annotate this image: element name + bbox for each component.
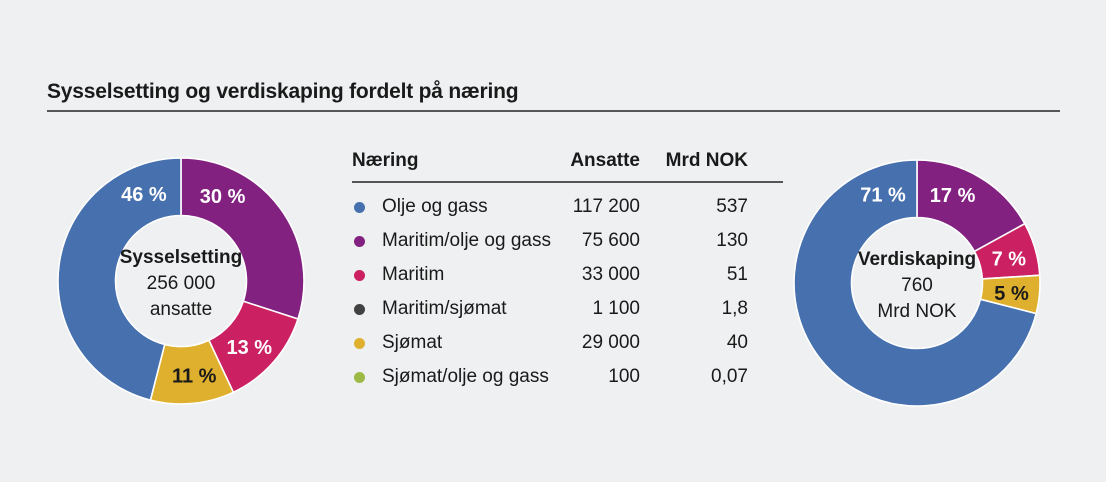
table-header-row: Næring Ansatte Mrd NOK (352, 150, 783, 181)
donut-slice-blue (793, 159, 1038, 407)
naering-table: Næring Ansatte Mrd NOK Olje og gass 117 2… (352, 150, 783, 394)
series-color-dot (354, 337, 365, 349)
mrd-nok-cell: 40 (726, 332, 748, 353)
donut-center-unit: Mrd NOK (877, 301, 957, 323)
mrd-nok-cell: 537 (716, 196, 748, 217)
slice-percent-label: 17 % (930, 185, 976, 207)
donut-slice-blue (57, 157, 182, 402)
sysselsetting-donut-svg: 30 % 13 % 11 % 46 % (57, 157, 305, 405)
slice-percent-label: 7 % (992, 249, 1027, 271)
naering-label: Sjømat/olje og gass (382, 366, 549, 387)
donut-center-title: Sysselsetting (119, 247, 243, 269)
ansatte-cell: 33 000 (581, 264, 640, 285)
series-color-dot (354, 371, 365, 383)
header-mrd-nok: Mrd NOK (665, 150, 748, 171)
ansatte-cell: 29 000 (581, 332, 640, 353)
naering-cell: Maritim/sjømat (352, 298, 540, 320)
naering-label: Maritim/sjømat (382, 298, 507, 319)
table-row: Sjømat/olje og gass 100 0,07 (352, 360, 783, 394)
slice-percent-label: 11 % (172, 365, 217, 387)
slice-percent-label: 30 % (200, 186, 246, 208)
ansatte-cell: 1 100 (592, 298, 640, 319)
table-header-underline (352, 181, 783, 183)
table-row: Sjømat 29 000 40 (352, 326, 783, 360)
mrd-nok-cell: 0,07 (711, 366, 748, 387)
mrd-nok-cell: 1,8 (721, 298, 748, 319)
naering-label: Maritim (382, 264, 445, 285)
sysselsetting-donut-chart: 30 % 13 % 11 % 46 % Sysselsetting 256 000 a… (56, 156, 306, 406)
header-ansatte: Ansatte (570, 150, 640, 171)
verdiskaping-donut-svg: 17 % 7 % 5 % 71 % (793, 159, 1041, 407)
naering-label: Sjømat (382, 332, 443, 353)
table-row: Maritim/olje og gass 75 600 130 (352, 224, 783, 258)
table-row: Maritim 33 000 51 (352, 258, 783, 292)
slice-percent-label: 5 % (994, 283, 1029, 305)
header-naering: Næring (352, 150, 419, 171)
table-body: Olje og gass 117 200 537 Maritim/olje og ga… (352, 190, 783, 394)
ansatte-cell: 117 200 (572, 196, 640, 217)
series-color-dot (354, 303, 365, 315)
slice-percent-label: 13 % (227, 337, 273, 359)
mrd-nok-cell: 130 (716, 230, 748, 251)
series-color-dot (354, 269, 365, 281)
naering-cell: Sjømat/olje og gass (352, 366, 549, 388)
naering-label: Olje og gass (382, 196, 488, 217)
donut-center-value: 256 000 (146, 273, 216, 295)
verdiskaping-center-label: Verdiskaping 760 Mrd NOK (837, 247, 997, 325)
page-title: Sysselsetting og verdiskaping fordelt på… (47, 80, 519, 103)
naering-cell: Sjømat (352, 332, 540, 354)
ansatte-cell: 75 600 (581, 230, 640, 251)
sysselsetting-center-label: Sysselsetting 256 000 ansatte (101, 245, 261, 323)
donut-slice-purple (180, 157, 305, 321)
donut-center-value: 760 (901, 275, 933, 297)
table-row: Maritim/sjømat 1 100 1,8 (352, 292, 783, 326)
mrd-nok-cell: 51 (726, 264, 748, 285)
slice-percent-label: 71 % (860, 185, 906, 207)
title-underline (47, 110, 1060, 112)
naering-cell: Olje og gass (352, 196, 540, 218)
table-row: Olje og gass 117 200 537 (352, 190, 783, 224)
verdiskaping-donut-chart: 17 % 7 % 5 % 71 % Verdiskaping 760 Mrd NOK (792, 158, 1042, 408)
series-color-dot (354, 235, 365, 247)
donut-center-unit: ansatte (149, 299, 213, 321)
ansatte-cell: 100 (608, 366, 640, 387)
slice-percent-label: 46 % (121, 184, 167, 206)
naering-cell: Maritim/olje og gass (352, 230, 551, 252)
series-color-dot (354, 201, 365, 213)
donut-center-title: Verdiskaping (857, 249, 977, 271)
naering-cell: Maritim (352, 264, 540, 286)
naering-label: Maritim/olje og gass (382, 230, 551, 251)
